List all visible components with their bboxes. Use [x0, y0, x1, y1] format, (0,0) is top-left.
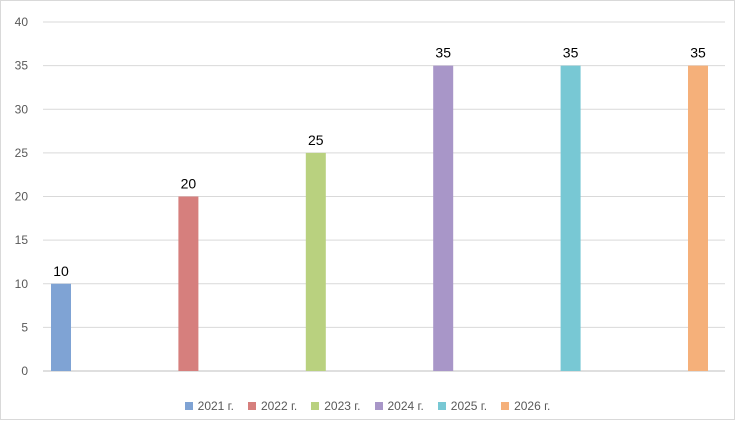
y-tick-label: 30	[15, 102, 29, 116]
y-tick-label: 10	[15, 277, 29, 291]
legend-swatch	[247, 402, 256, 410]
data-label-4: 35	[435, 45, 451, 61]
legend-item: 2023 г.	[311, 399, 361, 413]
legend-swatch	[184, 402, 193, 410]
data-label-5: 35	[563, 45, 579, 61]
y-tick-label: 0	[21, 364, 28, 378]
y-tick-label: 15	[15, 233, 29, 247]
legend-label: 2026 г.	[514, 399, 551, 413]
legend-item: 2024 г.	[374, 399, 424, 413]
y-tick-label: 40	[15, 15, 29, 29]
bar-2	[178, 196, 199, 371]
legend-item: 2026 г.	[501, 399, 550, 413]
legend-swatch	[311, 402, 320, 410]
bar-4	[433, 65, 454, 371]
y-tick-label: 5	[21, 320, 28, 334]
legend-swatch	[501, 402, 510, 410]
legend-item: 2022 г.	[247, 399, 298, 413]
data-label-2: 20	[181, 176, 197, 192]
legend-label: 2024 г.	[387, 399, 424, 413]
bar-3	[305, 152, 326, 371]
bar-1	[51, 283, 71, 371]
bar-6	[688, 65, 708, 371]
legend-label: 2025 г.	[450, 399, 488, 413]
data-label-3: 25	[308, 132, 324, 148]
legend-swatch	[437, 402, 446, 410]
bar-5	[560, 65, 581, 371]
legend-item: 2021 г.	[184, 399, 234, 413]
legend-item: 2025 г.	[437, 399, 488, 413]
legend: 2021 г. 2022 г. 2023 г. 2024 г. 2025 г. 2026 …	[1, 397, 734, 415]
y-tick-label: 35	[15, 59, 29, 73]
legend-label: 2023 г.	[324, 399, 361, 413]
y-tick-label: 25	[15, 146, 29, 160]
legend-swatch	[374, 402, 383, 410]
legend-label: 2021 г.	[197, 399, 234, 413]
legend-label: 2022 г.	[260, 399, 298, 413]
y-tick-label: 20	[15, 190, 29, 204]
data-label-1: 10	[53, 263, 69, 279]
data-label-6: 35	[690, 45, 706, 61]
